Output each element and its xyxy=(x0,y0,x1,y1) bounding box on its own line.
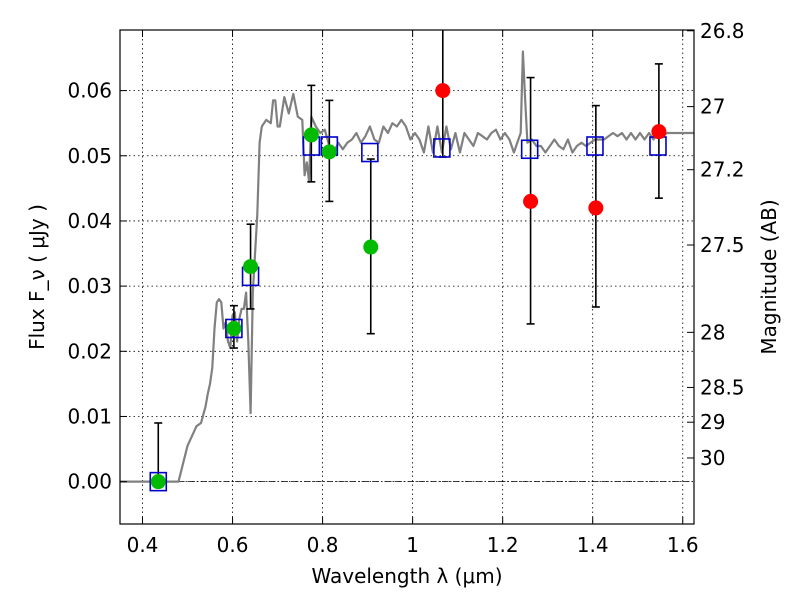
right-tick-label: 27.5 xyxy=(700,233,745,257)
y-tick-label: 0.02 xyxy=(67,339,112,363)
right-tick-label: 30 xyxy=(700,446,725,470)
y-axis-title: Flux F_ν ( μJy ) xyxy=(25,204,49,350)
x-tick-label: 1 xyxy=(406,533,419,557)
detection-point xyxy=(303,127,319,143)
upper-limit-point xyxy=(651,124,667,140)
detection-point xyxy=(363,239,379,255)
right-tick-label: 28 xyxy=(700,320,725,344)
y-tick-label: 0.06 xyxy=(67,79,112,103)
model-flux-square xyxy=(586,136,604,156)
model-spectrum-line xyxy=(120,50,694,483)
y-axis-ticks: 0.00 0.01 0.02 0.03 0.04 0.05 0.06 xyxy=(67,79,127,494)
right-tick-label: 29 xyxy=(700,410,725,434)
model-flux-square xyxy=(433,138,451,158)
x-axis-title: Wavelength λ (μm) xyxy=(311,564,502,588)
y-tick-label: 0.05 xyxy=(67,144,112,168)
detection-point xyxy=(243,259,259,275)
y-tick-label: 0.04 xyxy=(67,209,112,233)
plot-background xyxy=(120,30,694,524)
right-tick-label: 27.2 xyxy=(700,158,745,182)
right-tick-label: 28.5 xyxy=(700,375,745,399)
detection-point xyxy=(150,474,166,490)
x-tick-label: 0.4 xyxy=(127,533,159,557)
upper-limit-point xyxy=(523,193,539,209)
right-tick-label: 26.8 xyxy=(700,19,745,43)
x-tick-label: 1.6 xyxy=(667,533,699,557)
right-axis-ticks: 26.8 27 27.2 27.5 28 28.5 29 30 xyxy=(687,19,745,470)
x-tick-label: 0.6 xyxy=(217,533,249,557)
model-flux-square xyxy=(149,471,168,492)
right-axis-title: Magnitude (AB) xyxy=(757,199,781,354)
upper-limit-point xyxy=(588,200,604,216)
y-tick-label: 0.00 xyxy=(67,470,112,494)
y-tick-label: 0.01 xyxy=(67,404,112,428)
x-axis-ticks: 0.4 0.6 0.8 1 1.2 1.4 1.6 xyxy=(127,30,699,557)
plot-frame xyxy=(119,29,695,525)
model-flux-square xyxy=(361,142,379,163)
model-spectrum xyxy=(120,50,694,483)
right-tick-label: 27 xyxy=(700,95,725,119)
x-tick-label: 1.2 xyxy=(487,533,519,557)
detection-point xyxy=(321,144,337,160)
photometry-markers xyxy=(149,83,667,492)
x-tick-label: 0.8 xyxy=(307,533,339,557)
x-tick-label: 1.4 xyxy=(577,533,609,557)
y-tick-label: 0.03 xyxy=(67,274,112,298)
detection-point xyxy=(226,320,242,336)
model-flux-square xyxy=(520,139,539,160)
model-flux-square xyxy=(225,318,243,339)
upper-limit-point xyxy=(435,83,451,99)
